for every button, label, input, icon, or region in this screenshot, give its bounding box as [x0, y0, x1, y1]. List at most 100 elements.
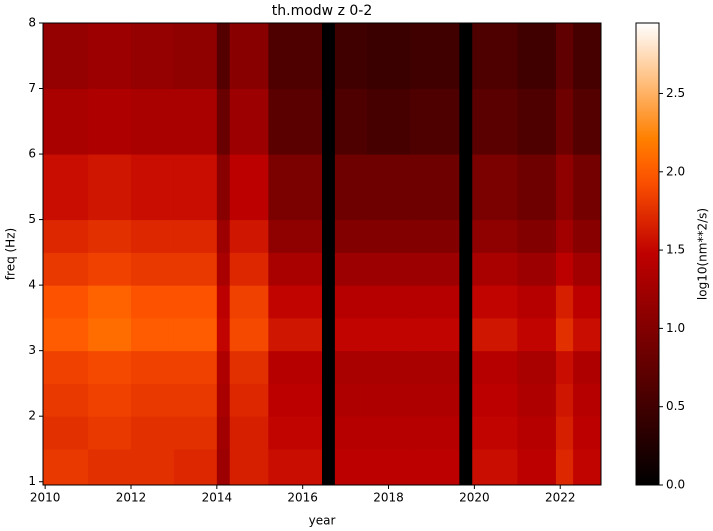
heatmap-cell [472, 350, 518, 384]
heatmap-cell [573, 252, 602, 286]
heatmap-cell [555, 416, 574, 450]
heatmap-cell [459, 383, 473, 417]
heatmap-cell [216, 154, 231, 221]
heatmap-cell [322, 317, 336, 352]
heatmap-cell [88, 285, 132, 319]
heatmap-cell [229, 252, 269, 286]
heatmap-cell [472, 416, 518, 450]
heatmap-cell [322, 285, 336, 319]
heatmap-cell [216, 252, 231, 286]
y-tick-label: 1 [28, 474, 36, 488]
heatmap-cell [555, 448, 574, 486]
heatmap-cell [517, 383, 557, 417]
heatmap-cell [573, 23, 602, 90]
heatmap-cell [322, 350, 336, 384]
heatmap-cell [88, 88, 132, 155]
heatmap-cell [459, 416, 473, 450]
heatmap-cell [229, 154, 269, 221]
heatmap-cell [216, 219, 231, 253]
heatmap-cell [88, 23, 132, 90]
heatmap-cell [216, 448, 231, 486]
heatmap-cell [173, 317, 218, 352]
heatmap-cell [43, 252, 89, 286]
heatmap-cell [573, 154, 602, 221]
heatmap-cell [216, 317, 231, 352]
heatmap-cell [229, 219, 269, 253]
heatmap-cell [573, 350, 602, 384]
heatmap-cell [409, 383, 460, 417]
heatmap-cell [88, 219, 132, 253]
heatmap-cell [322, 88, 336, 155]
heatmap-cell [173, 252, 218, 286]
colorbar-tick-label: 2.5 [666, 86, 685, 100]
colorbar-tick-label: 0.0 [666, 478, 685, 492]
heatmap-cell [334, 154, 368, 221]
colorbar-tick-label: 2.0 [666, 164, 685, 178]
heatmap-cell [555, 350, 574, 384]
heatmap-cell [555, 154, 574, 221]
heatmap-cell [322, 23, 336, 90]
heatmap-cell [173, 416, 218, 450]
x-tick-label: 2016 [287, 491, 318, 505]
heatmap-cell [472, 317, 518, 352]
heatmap-cell [216, 88, 231, 155]
heatmap-cell [555, 88, 574, 155]
heatmap-cell [367, 88, 411, 155]
heatmap-cell [573, 219, 602, 253]
heatmap-cell [130, 448, 175, 486]
heatmap-cell [130, 416, 175, 450]
heatmap-cell [334, 285, 368, 319]
heatmap-cell [459, 350, 473, 384]
heatmap-cell [130, 154, 175, 221]
heatmap-cell [43, 154, 89, 221]
heatmap-cell [555, 219, 574, 253]
heatmap-cell [573, 383, 602, 417]
heatmap-cell [367, 219, 411, 253]
heatmap-cell [268, 416, 323, 450]
heatmap-cell [367, 285, 411, 319]
heatmap-cell [216, 416, 231, 450]
heatmap-cell [88, 154, 132, 221]
heatmap-cell [229, 383, 269, 417]
heatmap-cell [472, 383, 518, 417]
heatmap-cell [573, 285, 602, 319]
heatmap-cell [459, 88, 473, 155]
heatmap-cell [88, 383, 132, 417]
heatmap-cell [88, 448, 132, 486]
heatmap-cell [43, 416, 89, 450]
heatmap-cell [459, 154, 473, 221]
x-axis-label: year [309, 514, 336, 528]
heatmap-cell [229, 448, 269, 486]
heatmap-cell [409, 448, 460, 486]
heatmap-cell [229, 416, 269, 450]
heatmap-cell [130, 252, 175, 286]
heatmap-cell [130, 88, 175, 155]
colorbar [635, 22, 660, 486]
x-tick-label: 2020 [459, 491, 490, 505]
y-tick-label: 4 [28, 278, 36, 292]
heatmap-cell [268, 285, 323, 319]
heatmap-cell [367, 252, 411, 286]
y-tick-label: 3 [28, 343, 36, 357]
heatmap-cell [88, 416, 132, 450]
heatmap-cell [409, 317, 460, 352]
heatmap-cell [130, 383, 175, 417]
heatmap-cell [88, 252, 132, 286]
heatmap-cell [517, 154, 557, 221]
heatmap-cell [268, 350, 323, 384]
heatmap-cell [229, 285, 269, 319]
y-tick-label: 8 [28, 16, 36, 30]
heatmap-cell [229, 23, 269, 90]
heatmap-cell [517, 350, 557, 384]
colorbar-tick-label: 0.5 [666, 399, 685, 413]
heatmap-cell [459, 23, 473, 90]
heatmap-cell [322, 219, 336, 253]
heatmap-cell [173, 154, 218, 221]
heatmap-cell [43, 219, 89, 253]
heatmap-cell [409, 154, 460, 221]
heatmap-cell [173, 350, 218, 384]
heatmap-cell [43, 350, 89, 384]
heatmap-cell [472, 252, 518, 286]
heatmap-cell [367, 350, 411, 384]
